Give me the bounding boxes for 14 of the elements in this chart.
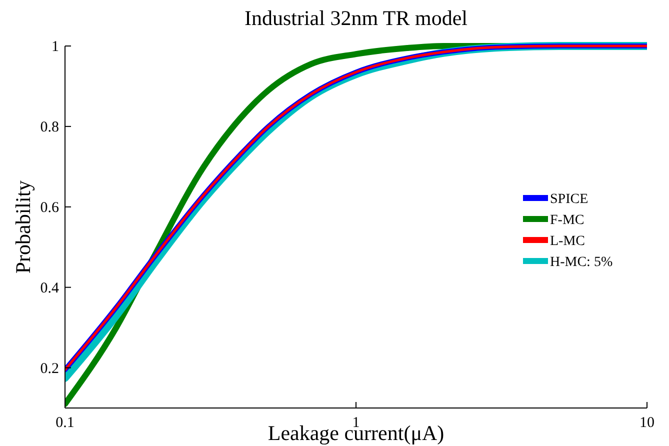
legend-label: SPICE [550, 192, 588, 207]
x-tick-label: 10 [640, 415, 654, 431]
y-axis-title: Probability [11, 180, 35, 274]
y-tick-label: 0.6 [40, 200, 60, 216]
chart-title: Industrial 32nm TR model [244, 6, 468, 30]
y-tick-label: 1 [52, 39, 59, 55]
legend-label: L-MC [550, 234, 585, 249]
y-tick-label: 0.4 [40, 280, 60, 296]
x-tick-label: 0.1 [56, 415, 74, 431]
x-tick-label: 1 [352, 415, 360, 431]
y-tick-label: 0.2 [40, 360, 59, 377]
legend-label: H-MC: 5% [550, 255, 613, 270]
legend-label: F-MC [550, 213, 584, 228]
y-tick-label: 0.8 [40, 119, 59, 136]
